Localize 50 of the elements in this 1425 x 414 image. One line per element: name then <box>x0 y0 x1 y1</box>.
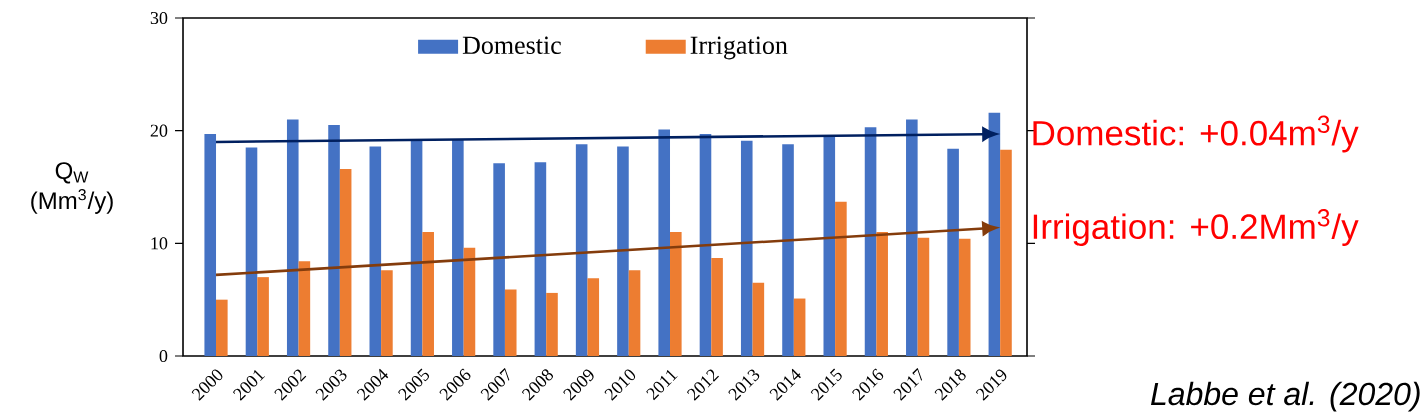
bar <box>793 298 806 356</box>
bar <box>575 144 588 356</box>
bar <box>245 147 258 356</box>
bar <box>876 232 888 356</box>
legend-label: Domestic <box>462 36 561 55</box>
bar <box>410 139 423 356</box>
bar <box>958 238 971 356</box>
bar <box>216 299 228 356</box>
bar <box>740 140 753 356</box>
text: Labbe et al. (2020) <box>1150 381 1420 412</box>
bar <box>286 119 299 356</box>
bar <box>422 232 434 356</box>
bar <box>711 257 723 356</box>
bar <box>699 134 712 356</box>
bar <box>670 232 682 356</box>
bar <box>369 146 382 356</box>
y-tick-label: 0 <box>159 349 168 363</box>
bar <box>546 292 558 356</box>
bar <box>658 129 671 356</box>
y-axis-title: Q$_{W}$ (Mm$^{3}$/y) <box>31 162 113 214</box>
bar <box>339 168 352 356</box>
y-tick-label: 10 <box>151 237 168 250</box>
bar <box>257 277 269 356</box>
bar <box>328 125 340 356</box>
bar <box>823 136 836 356</box>
bar <box>864 127 877 356</box>
y-tick-label: 30 <box>150 11 168 25</box>
bar <box>947 148 959 356</box>
bar <box>504 289 517 356</box>
x-tick-label: 2011 <box>646 369 678 401</box>
bar <box>1000 149 1012 356</box>
legend-label: Irrigation <box>690 36 788 60</box>
bar <box>534 162 547 356</box>
y-tick-label: 20 <box>150 124 168 137</box>
bar <box>463 247 476 356</box>
bar <box>752 282 765 356</box>
annotation: Domestic: +0.04m$^{3}$/y <box>1033 115 1359 153</box>
bar <box>204 134 217 356</box>
annotation: Irrigation: +0.2Mm$^{3}$/y <box>1033 209 1359 247</box>
bar <box>917 237 930 356</box>
bar <box>298 261 311 356</box>
bar <box>906 119 918 356</box>
bar <box>782 144 794 356</box>
bar <box>628 270 641 356</box>
bar <box>493 163 505 356</box>
bar <box>452 139 464 356</box>
bar <box>617 146 629 356</box>
bar <box>381 270 393 356</box>
bar <box>835 201 847 356</box>
bar <box>587 278 600 356</box>
